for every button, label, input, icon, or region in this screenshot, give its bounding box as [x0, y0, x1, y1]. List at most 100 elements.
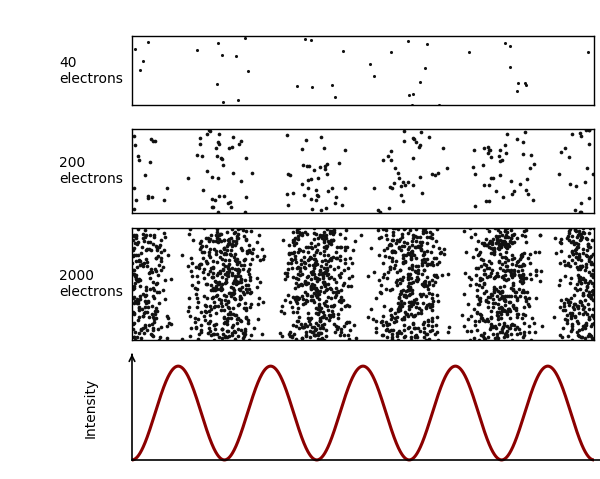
- Point: [389, 179, 399, 186]
- Point: [434, 297, 443, 305]
- Point: [589, 291, 598, 298]
- Point: [301, 332, 311, 340]
- Point: [476, 331, 486, 339]
- Point: [549, 314, 559, 321]
- Point: [368, 315, 377, 323]
- Point: [335, 256, 345, 264]
- Point: [422, 248, 432, 255]
- Point: [302, 136, 311, 144]
- Point: [502, 248, 511, 256]
- Point: [212, 233, 222, 240]
- Point: [497, 293, 507, 300]
- Point: [497, 325, 507, 333]
- Point: [228, 310, 238, 318]
- Point: [493, 233, 502, 240]
- Point: [322, 285, 332, 293]
- Point: [149, 318, 158, 326]
- Point: [223, 298, 233, 306]
- Point: [322, 269, 331, 277]
- Point: [399, 313, 409, 320]
- Point: [407, 247, 417, 255]
- Point: [136, 250, 146, 257]
- Point: [476, 295, 485, 302]
- Point: [228, 170, 238, 177]
- Point: [238, 265, 247, 273]
- Point: [334, 297, 343, 305]
- Point: [401, 310, 410, 318]
- Point: [286, 255, 296, 262]
- Point: [515, 329, 524, 337]
- Point: [146, 247, 156, 254]
- Point: [374, 276, 383, 284]
- Point: [314, 306, 323, 313]
- Point: [241, 276, 250, 284]
- Point: [219, 236, 229, 243]
- Point: [190, 314, 200, 322]
- Point: [307, 205, 317, 213]
- Point: [253, 315, 263, 323]
- Point: [233, 234, 243, 241]
- Point: [208, 273, 217, 281]
- Point: [240, 328, 250, 335]
- Point: [302, 291, 311, 298]
- Point: [305, 327, 314, 334]
- Point: [142, 262, 152, 270]
- Point: [287, 332, 297, 340]
- Point: [145, 285, 155, 293]
- Point: [322, 267, 332, 274]
- Point: [495, 157, 505, 165]
- Point: [565, 228, 574, 235]
- Point: [517, 274, 526, 282]
- Point: [499, 282, 509, 290]
- Point: [495, 283, 505, 291]
- Point: [193, 151, 202, 159]
- Point: [318, 231, 328, 239]
- Point: [500, 39, 510, 47]
- Point: [385, 286, 395, 294]
- Point: [130, 310, 139, 318]
- Point: [410, 332, 420, 340]
- Point: [418, 251, 428, 259]
- Point: [163, 314, 173, 321]
- Point: [582, 284, 592, 291]
- Point: [328, 288, 338, 296]
- Point: [158, 286, 168, 294]
- Point: [322, 242, 332, 250]
- Point: [432, 291, 442, 298]
- Point: [419, 248, 429, 255]
- Point: [469, 253, 478, 261]
- Point: [187, 282, 197, 289]
- Point: [304, 162, 314, 170]
- Point: [484, 228, 494, 235]
- Point: [506, 269, 515, 277]
- Point: [310, 289, 319, 297]
- Point: [413, 324, 423, 332]
- Point: [317, 262, 326, 270]
- Point: [388, 231, 398, 239]
- Point: [230, 296, 239, 303]
- Point: [498, 323, 508, 331]
- Point: [395, 290, 405, 298]
- Point: [140, 237, 149, 245]
- Point: [565, 262, 575, 270]
- Point: [481, 261, 491, 268]
- Point: [225, 198, 235, 206]
- Point: [328, 236, 337, 244]
- Point: [425, 278, 434, 285]
- Point: [399, 315, 409, 323]
- Point: [141, 299, 151, 307]
- Point: [385, 241, 394, 249]
- Point: [339, 280, 349, 287]
- Point: [519, 289, 529, 297]
- Point: [567, 311, 577, 319]
- Point: [134, 303, 144, 311]
- Point: [568, 232, 577, 240]
- Point: [587, 236, 597, 243]
- Point: [481, 297, 491, 305]
- Point: [308, 296, 318, 304]
- Point: [577, 280, 586, 287]
- Point: [278, 237, 288, 244]
- Point: [310, 262, 320, 269]
- Point: [134, 304, 143, 312]
- Point: [318, 269, 328, 277]
